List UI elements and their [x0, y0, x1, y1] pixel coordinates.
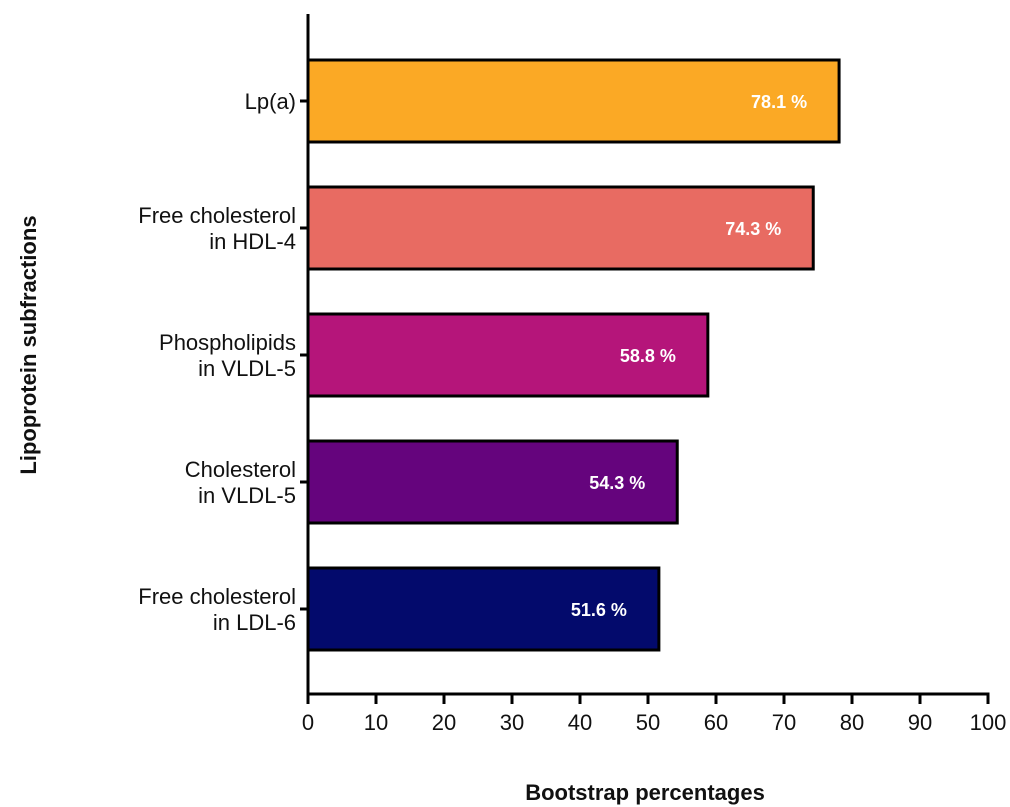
x-tick-label-8: 80	[840, 710, 864, 735]
data-label-1: 74.3 %	[725, 219, 781, 239]
category-label-2-0: Phospholipids	[159, 330, 296, 355]
bar-1	[306, 185, 815, 271]
category-label-4-0: Free cholesterol	[138, 584, 296, 609]
bars-layer: 78.1 % 74.3 % 58.8 % 54.3 % 51.6 %	[306, 58, 841, 652]
data-label-3: 54.3 %	[589, 473, 645, 493]
data-label-2: 58.8 %	[620, 346, 676, 366]
data-label-0: 78.1 %	[751, 92, 807, 112]
x-tick-label-0: 0	[302, 710, 314, 735]
x-tick-label-5: 50	[636, 710, 660, 735]
x-tick-label-6: 60	[704, 710, 728, 735]
x-tick-label-9: 90	[908, 710, 932, 735]
x-tick-label-10: 100	[970, 710, 1007, 735]
bar-4	[306, 566, 661, 652]
y-axis-title: Lipoprotein subfractions	[16, 215, 41, 474]
category-label-0-0: Lp(a)	[245, 89, 296, 114]
category-label-1-0: Free cholesterol	[138, 203, 296, 228]
x-tick-label-1: 10	[364, 710, 388, 735]
x-tick-label-4: 40	[568, 710, 592, 735]
x-tick-label-7: 70	[772, 710, 796, 735]
bar-3	[306, 439, 679, 525]
bar-2	[306, 312, 710, 398]
data-label-4: 51.6 %	[571, 600, 627, 620]
category-label-4-1: in LDL-6	[213, 610, 296, 635]
category-label-3-1: in VLDL-5	[198, 483, 296, 508]
category-label-3-0: Cholesterol	[185, 457, 296, 482]
category-label-1-1: in HDL-4	[209, 229, 296, 254]
category-label-2-1: in VLDL-5	[198, 356, 296, 381]
bar-0	[306, 58, 841, 144]
x-ticks-layer: 0 10 20 30 40 50 60 70 80 90 100	[302, 694, 1006, 735]
x-tick-label-2: 20	[432, 710, 456, 735]
x-axis-title: Bootstrap percentages	[525, 780, 765, 805]
x-tick-label-3: 30	[500, 710, 524, 735]
